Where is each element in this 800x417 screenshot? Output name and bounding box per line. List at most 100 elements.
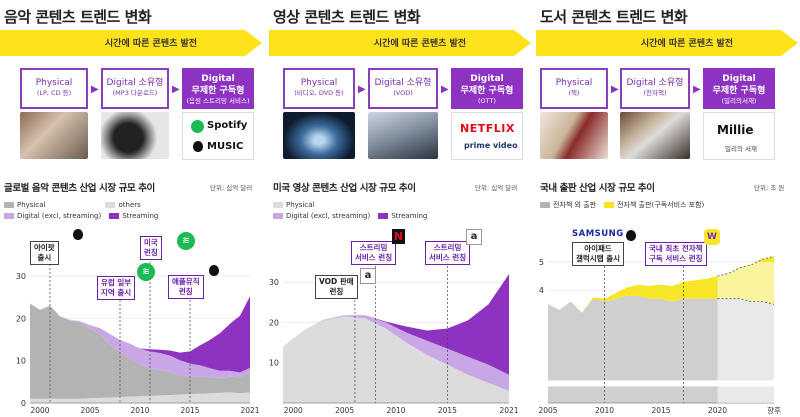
y-tick-label: 10 <box>269 359 279 368</box>
callout-subscription: 국내 최초 전자책 구독 서비스 런칭 <box>645 242 707 266</box>
apple-icon <box>73 229 83 240</box>
x-tick-label: 2010 <box>130 406 149 415</box>
step-arrow-icon: ▶ <box>91 84 99 95</box>
y-tick-label: 30 <box>269 278 279 287</box>
axis-break <box>548 380 774 387</box>
digital-sub-box: Digital 무제한 구독형 (OTT) <box>451 68 523 109</box>
chart-unit: 단위: 십억 달러 <box>210 184 253 192</box>
x-tick-label: 2010 <box>595 406 614 415</box>
chart-legend: 전자책 외 출판 전자책 출판(구독서비스 포함) <box>540 200 712 211</box>
arrow-label: 시간에 따른 콘텐츠 발전 <box>373 39 467 49</box>
ereader-photo <box>620 112 690 159</box>
headphones-photo <box>101 112 169 159</box>
y-tick-label: 0 <box>21 399 26 408</box>
area-streaming <box>283 274 509 375</box>
music-panel: 음악 콘텐츠 트렌드 변화 시간에 따른 콘텐츠 발전 Physical (LP,… <box>0 0 262 417</box>
step-arrow-icon: ▶ <box>172 84 180 95</box>
step-arrow-icon: ▶ <box>693 84 701 95</box>
chart-title: 미국 영상 콘텐츠 산업 시장 규모 추이 <box>273 183 416 194</box>
spotify-brand: Spotify <box>207 120 248 131</box>
forecast-line <box>717 298 775 305</box>
x-tick-label: 2005 <box>538 406 557 415</box>
panel-title: 도서 콘텐츠 트렌드 변화 <box>540 8 688 26</box>
area-physical <box>283 316 509 403</box>
legend-ebook: 전자책 출판(구독서비스 포함) <box>604 200 704 211</box>
cd-store-photo <box>20 112 88 159</box>
physical-box: Physical (비디오, DVD 등) <box>283 68 355 109</box>
x-tick-label: 2005 <box>80 406 99 415</box>
area-streaming <box>30 296 250 373</box>
timeline-arrow <box>269 30 531 56</box>
y-tick-label: 20 <box>16 314 26 323</box>
x-tick-label: 2010 <box>386 406 405 415</box>
x-tick-label: 2000 <box>30 406 49 415</box>
area-physical <box>30 303 250 399</box>
legend-others: others <box>105 200 141 211</box>
millie-icon: W <box>704 229 720 245</box>
callout-us: 미국 런칭 <box>140 236 162 260</box>
digital-own-box: Digital 소유형 (MP3 다운로드) <box>101 68 169 109</box>
chart-unit: 단위: 조 원 <box>754 184 785 192</box>
apple-icon <box>193 141 203 152</box>
laptop-photo <box>368 112 438 159</box>
digital-own-box: Digital 소유형 (VOD) <box>368 68 438 109</box>
arrow-label: 시간에 따른 콘텐츠 발전 <box>104 39 198 49</box>
legend-streaming: Streaming <box>109 211 158 222</box>
book-photo <box>540 112 608 159</box>
panel-title: 영상 콘텐츠 트렌드 변화 <box>273 8 421 26</box>
video-chart: 10 20 30 2000 2005 2010 2015 2021 <box>269 266 519 415</box>
step-arrow-icon: ▶ <box>358 84 366 95</box>
y-tick-label: 20 <box>269 318 279 327</box>
apple-music-brand: MUSIC <box>207 141 244 152</box>
legend-physical: Physical <box>4 200 45 211</box>
step-arrow-icon: ▶ <box>441 84 449 95</box>
brand-area: NETFLIX prime video <box>451 112 523 160</box>
x-tick-label: 2021 <box>499 406 518 415</box>
spotify-icon <box>191 120 204 133</box>
timeline-arrow <box>0 30 262 56</box>
chart-title: 글로벌 음악 콘텐츠 산업 시장 규모 추이 <box>4 183 155 194</box>
video-panel: 영상 콘텐츠 트렌드 변화 시간에 따른 콘텐츠 발전 Physical (비디오… <box>269 0 531 417</box>
chart-legend: Physical others Digital (excl, streaming)… <box>4 200 166 222</box>
spotify-icon: ≋ <box>137 263 155 281</box>
x-tick-label: 2021 <box>240 406 259 415</box>
callout-netflix-streaming: 스트리밍 서비스 런칭 <box>351 241 397 265</box>
forecast-overlay <box>717 262 774 403</box>
brand-area: Spotify MUSIC <box>182 112 254 160</box>
x-tick-label: 2005 <box>335 406 354 415</box>
legend-physical: Physical <box>273 200 314 211</box>
legend-digital: Digital (excl, streaming) <box>273 211 370 222</box>
netflix-brand: NETFLIX <box>460 122 515 135</box>
spotify-icon: ≋ <box>177 232 195 250</box>
panel-title: 음악 콘텐츠 트렌드 변화 <box>4 8 152 26</box>
area-others <box>30 392 250 403</box>
amazon-icon: a <box>466 229 482 245</box>
prime-video-brand: prime video <box>464 141 518 150</box>
legend-digital: Digital (excl, streaming) <box>4 211 101 222</box>
x-tick-label: 2020 <box>708 406 727 415</box>
x-tick-label: 2015 <box>438 406 457 415</box>
music-chart: 0 10 20 30 2000 2005 2010 2015 2021 <box>16 252 260 415</box>
millie-subtitle: 밀리의 서재 <box>725 145 757 153</box>
netflix-icon: N <box>392 229 405 244</box>
samsung-logo: SAMSUNG <box>572 229 624 239</box>
physical-box: Physical (책) <box>540 68 608 109</box>
area-digital-excl-streaming- <box>30 303 250 378</box>
millie-brand: Millie <box>717 123 754 137</box>
y-tick-label: 30 <box>16 272 26 281</box>
x-tick-label: 2015 <box>651 406 670 415</box>
brand-area: Millie 밀리의 서재 <box>703 112 775 160</box>
dvd-photo <box>283 112 355 159</box>
forecast-line <box>717 256 775 277</box>
chart-title: 국내 출판 산업 시장 규모 추이 <box>540 183 655 194</box>
y-tick-label: 5 <box>539 258 544 267</box>
book-chart: 4 5 2005 2010 2015 2020 향후 <box>538 256 781 415</box>
arrow-label: 시간에 따른 콘텐츠 발전 <box>640 39 734 49</box>
step-arrow-icon: ▶ <box>611 84 619 95</box>
legend-print: 전자책 외 출판 <box>540 200 596 211</box>
physical-box: Physical (LP, CD 등) <box>20 68 88 109</box>
area-digital-excl-streaming- <box>283 315 509 391</box>
callout-amazon-streaming: 스트리밍 서비스 런칭 <box>425 241 471 265</box>
timeline-arrow <box>536 30 798 56</box>
chart-unit: 단위: 십억 달러 <box>475 184 518 192</box>
